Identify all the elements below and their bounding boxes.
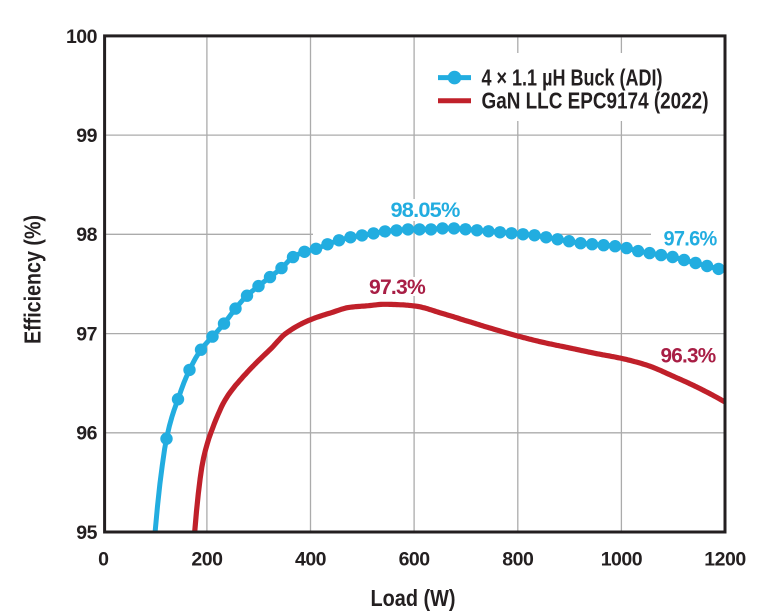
svg-text:97: 97 — [76, 323, 97, 345]
svg-text:99: 99 — [76, 125, 97, 147]
svg-text:96.3%: 96.3% — [661, 344, 717, 368]
svg-text:96: 96 — [76, 423, 97, 445]
svg-text:200: 200 — [191, 549, 223, 571]
svg-text:95: 95 — [76, 522, 97, 544]
svg-text:Load (W): Load (W) — [371, 585, 456, 611]
svg-text:100: 100 — [66, 26, 98, 48]
svg-text:97.6%: 97.6% — [664, 227, 718, 251]
svg-text:Efficiency (%): Efficiency (%) — [20, 215, 46, 344]
svg-text:1000: 1000 — [601, 549, 643, 571]
svg-text:1200: 1200 — [704, 549, 746, 571]
svg-text:97.3%: 97.3% — [369, 275, 426, 299]
svg-text:800: 800 — [502, 549, 534, 571]
svg-text:600: 600 — [399, 549, 431, 571]
svg-text:98: 98 — [76, 224, 97, 246]
svg-text:4 × 1.1 µH Buck (ADI): 4 × 1.1 µH Buck (ADI) — [482, 65, 663, 91]
svg-text:400: 400 — [295, 549, 327, 571]
svg-text:GaN LLC EPC9174 (2022): GaN LLC EPC9174 (2022) — [482, 88, 709, 114]
svg-text:0: 0 — [98, 549, 109, 571]
svg-text:98.05%: 98.05% — [391, 198, 461, 222]
